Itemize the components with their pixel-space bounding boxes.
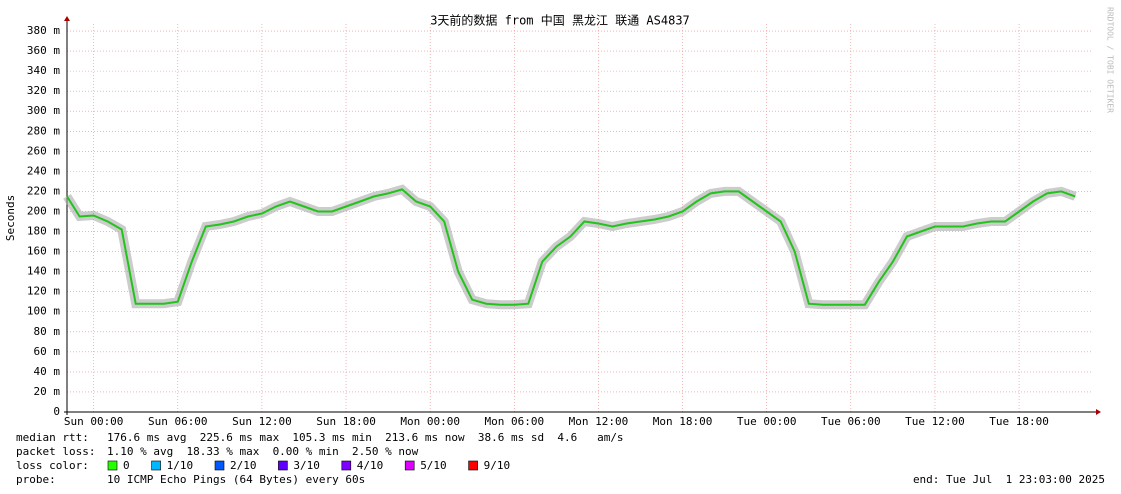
loss-swatch (404, 460, 415, 471)
loss-color-item: 5/10 (420, 459, 447, 472)
y-tick-label: 260 m (27, 144, 60, 157)
y-tick-label: 160 m (27, 245, 60, 258)
y-tick-label: 120 m (27, 285, 60, 298)
probe-label: probe: (16, 473, 56, 486)
x-tick-label: Mon 18:00 (653, 415, 713, 428)
y-tick-label: 360 m (27, 44, 60, 57)
loss-color-item: 9/10 (484, 459, 511, 472)
loss-color-item: 1/10 (167, 459, 194, 472)
chart-title: 3天前的数据 from 中国 黑龙江 联通 AS4837 (430, 13, 690, 28)
axis-arrow (64, 16, 70, 21)
y-tick-label: 100 m (27, 305, 60, 318)
footer: median rtt: 176.6 ms avg 225.6 ms max 105… (16, 431, 1105, 486)
stat-text: 1.10 % avg 18.33 % max 0.00 % min 2.50 %… (107, 445, 419, 458)
x-tick-label: Tue 06:00 (821, 415, 881, 428)
y-tick-label: 0 (53, 405, 60, 418)
loss-swatch (107, 460, 118, 471)
axis-arrow (1096, 409, 1101, 415)
loss-color-item: 2/10 (230, 459, 257, 472)
loss-swatch (278, 460, 288, 471)
y-tick-label: 240 m (27, 164, 60, 177)
y-tick-label: 320 m (27, 84, 60, 97)
x-tick-label: Mon 00:00 (400, 415, 460, 428)
loss-swatch (214, 460, 225, 471)
loss-color-label: loss color: (16, 459, 89, 472)
loss-swatch (341, 460, 352, 471)
y-tick-label: 380 m (27, 24, 60, 37)
y-tick-label: 60 m (34, 345, 61, 358)
x-tick-label: Sun 18:00 (316, 415, 376, 428)
x-tick-label: Mon 12:00 (569, 415, 629, 428)
y-tick-label: 20 m (34, 385, 61, 398)
y-tick-label: 300 m (27, 104, 60, 117)
stat-text: 176.6 ms avg 225.6 ms max 105.3 ms min 2… (107, 431, 624, 444)
y-tick-label: 220 m (27, 184, 60, 197)
y-tick-label: 200 m (27, 204, 60, 217)
probe-text: 10 ICMP Echo Pings (64 Bytes) every 60s (107, 473, 365, 486)
median-line (66, 188, 1076, 306)
y-axis-label: Seconds (4, 195, 17, 241)
x-tick-label: Tue 00:00 (737, 415, 797, 428)
loss-swatch (468, 460, 478, 471)
y-tick-label: 180 m (27, 225, 60, 238)
x-tick-label: Tue 18:00 (989, 415, 1049, 428)
loss-color-item: 3/10 (293, 459, 320, 472)
watermark: RRDTOOL / TOBI OETIKER (1106, 7, 1115, 113)
x-tick-label: Sun 00:00 (64, 415, 124, 428)
plot: 0 20 m 40 m 60 m 80 m 100 m 120 m 140 m 160 m 180… (27, 16, 1101, 428)
x-tick-label: Sun 06:00 (148, 415, 208, 428)
stat-label: median rtt: (16, 431, 89, 444)
end-time: end: Tue Jul 1 23:03:00 2025 (913, 473, 1105, 486)
loss-swatch (151, 460, 161, 471)
x-tick-label: Mon 06:00 (484, 415, 544, 428)
y-tick-label: 140 m (27, 265, 60, 278)
y-tick-label: 340 m (27, 64, 60, 77)
x-tick-label: Tue 12:00 (905, 415, 965, 428)
y-tick-label: 40 m (34, 365, 61, 378)
y-tick-label: 280 m (27, 124, 60, 137)
stat-label: packet loss: (16, 445, 95, 458)
loss-color-item: 0 (123, 459, 130, 472)
y-tick-label: 80 m (34, 325, 61, 338)
x-tick-label: Sun 12:00 (232, 415, 292, 428)
loss-color-item: 4/10 (357, 459, 384, 472)
